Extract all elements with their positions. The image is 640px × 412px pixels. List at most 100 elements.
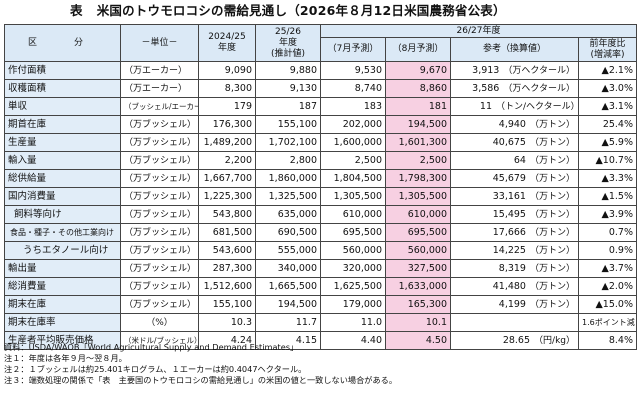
value-2024-25: 9,090 <box>198 61 256 80</box>
value-2025-26: 9,880 <box>255 61 321 80</box>
header-kubun: 区 分 <box>4 24 121 62</box>
conversion-unit: （円/kg） <box>534 335 575 346</box>
value-july-forecast: 9,530 <box>320 61 386 80</box>
header-conversion: 参考（換算値） <box>450 37 579 62</box>
conversion-unit: （トン/ヘクタール） <box>496 101 579 112</box>
value-august-forecast: 1,305,500 <box>385 187 451 206</box>
table-row: 期末在庫 （万ブッシェル） 155,100 194,500 179,000 165,300… <box>4 295 637 314</box>
header-band-row: 区 分 －単位－ 2024/25 年度 25/26 年度 (推計値) 26/27… <box>4 24 637 62</box>
table-title: 表米国のトウモロコシの需給見通し（2026年８月12日米国農務省公表） <box>70 3 506 19</box>
row-label: 食品・種子・その他工業向け <box>4 223 121 242</box>
value-2024-25: 2,200 <box>198 151 256 170</box>
value-yoy-change: ▲3.1% <box>578 97 637 116</box>
value-august-forecast: 560,000 <box>385 241 451 260</box>
row-label: 生産量 <box>4 133 121 152</box>
conversion-value: 3,586 <box>472 82 500 94</box>
value-yoy-change: 25.4% <box>578 115 637 134</box>
note-source: 資料：USDA/WAOB「World Agricultural Supply a… <box>4 342 299 352</box>
value-conversion: 40,675 （万トン） <box>450 133 579 152</box>
value-2024-25: 155,100 <box>198 295 256 314</box>
header-2025-26: 25/26 年度 (推計値) <box>255 24 321 62</box>
table-row: 生産量 （万ブッシェル） 1,489,200 1,702,100 1,600,000 1,… <box>4 133 637 152</box>
value-july-forecast: 1,600,000 <box>320 133 386 152</box>
value-august-forecast: 8,860 <box>385 79 451 98</box>
conversion-unit: （万トン） <box>529 227 575 238</box>
value-2024-25: 543,800 <box>198 205 256 224</box>
value-2025-26: 187 <box>255 97 321 116</box>
row-unit: （万ブッシェル） <box>120 133 199 152</box>
value-yoy-change: 0.7% <box>578 223 637 242</box>
value-2024-25: 176,300 <box>198 115 256 134</box>
value-july-forecast: 8,740 <box>320 79 386 98</box>
value-conversion: 3,913 （万ヘクタール） <box>450 61 579 80</box>
value-july-forecast: 320,000 <box>320 259 386 278</box>
conversion-unit: （万トン） <box>529 173 575 184</box>
header-august-forecast: （8月予測） <box>385 37 451 62</box>
conversion-value: 15,495 <box>492 208 526 220</box>
note-2: 注２：１ブッシェルは約25.401キログラム、１エーカーは約0.4047ヘクター… <box>4 364 307 374</box>
header-2026-27-band: 26/27年度 <box>320 24 637 38</box>
conversion-value: 8,319 <box>498 262 526 274</box>
row-label: 期首在庫 <box>4 115 121 134</box>
conversion-value: 45,679 <box>492 172 526 184</box>
value-august-forecast: 9,670 <box>385 61 451 80</box>
table-row: 収穫面積 （万エーカー） 8,300 9,130 8,740 8,860 3,586 （万ヘク… <box>4 79 637 98</box>
row-unit: （万ブッシェル） <box>120 115 199 134</box>
row-label: 飼料等向け <box>4 205 121 224</box>
value-conversion: 33,161 （万トン） <box>450 187 579 206</box>
value-july-forecast: 610,000 <box>320 205 386 224</box>
supply-demand-table: 区 分 －単位－ 2024/25 年度 25/26 年度 (推計値) 26/27… <box>4 24 637 350</box>
value-conversion: 41,480 （万トン） <box>450 277 579 296</box>
table-row: 国内消費量 （万ブッシェル） 1,225,300 1,325,500 1,305,500… <box>4 187 637 206</box>
conversion-value: 41,480 <box>492 280 526 292</box>
header-2024-25: 2024/25 年度 <box>198 24 256 62</box>
header-2025-26-line2: 年度 <box>278 37 297 48</box>
table-row: 食品・種子・その他工業向け （万ブッシェル） 681,500 690,500 695,5… <box>4 223 637 242</box>
value-conversion: 45,679 （万トン） <box>450 169 579 188</box>
value-yoy-change: ▲3.9% <box>578 205 637 224</box>
value-2024-25: 8,300 <box>198 79 256 98</box>
row-unit: （%） <box>120 313 199 332</box>
value-conversion: 3,586 （万ヘクタール） <box>450 79 579 98</box>
value-july-forecast: 11.0 <box>320 313 386 332</box>
value-yoy-change: 8.4% <box>578 331 637 350</box>
value-yoy-change: ▲3.0% <box>578 79 637 98</box>
row-unit: （万エーカー） <box>120 61 199 80</box>
value-2025-26: 11.7 <box>255 313 321 332</box>
value-conversion: 11 （トン/ヘクタール） <box>450 97 579 116</box>
row-label: 期末在庫 <box>4 295 121 314</box>
table-row: うちエタノール向け （万ブッシェル） 543,600 555,000 560,000 56… <box>4 241 637 260</box>
value-august-forecast: 2,500 <box>385 151 451 170</box>
value-2025-26: 1,860,000 <box>255 169 321 188</box>
conversion-value: 4,940 <box>498 118 526 130</box>
value-2025-26: 9,130 <box>255 79 321 98</box>
value-july-forecast: 183 <box>320 97 386 116</box>
row-label: 収穫面積 <box>4 79 121 98</box>
value-conversion <box>450 313 579 332</box>
note-3: 注３：端数処理の関係で「表 主要国のトウモロコシの需給見通し」の米国の値と一致し… <box>4 375 398 385</box>
value-august-forecast: 1,633,000 <box>385 277 451 296</box>
value-2024-25: 543,600 <box>198 241 256 260</box>
conversion-value: 4,199 <box>498 298 526 310</box>
header-2024-25-line1: 2024/25 <box>208 32 246 42</box>
value-conversion: 4,199 （万トン） <box>450 295 579 314</box>
value-2025-26: 635,000 <box>255 205 321 224</box>
table-row: 作付面積 （万エーカー） 9,090 9,880 9,530 9,670 3,913 （万ヘク… <box>4 61 637 80</box>
value-conversion: 17,666 （万トン） <box>450 223 579 242</box>
table-row: 総消費量 （万ブッシェル） 1,512,600 1,665,500 1,625,500 1… <box>4 277 637 296</box>
value-yoy-change: ▲2.1% <box>578 61 637 80</box>
conversion-unit: （万トン） <box>529 137 575 148</box>
value-august-forecast: 194,500 <box>385 115 451 134</box>
value-conversion: 28.65 （円/kg） <box>450 331 579 350</box>
notes: 資料：USDA/WAOB「World Agricultural Supply a… <box>4 342 636 386</box>
conversion-unit: （万トン） <box>529 281 575 292</box>
conversion-value: 40,675 <box>492 136 526 148</box>
conversion-unit: （万トン） <box>529 119 575 130</box>
value-2024-25: 287,300 <box>198 259 256 278</box>
conversion-unit: （万トン） <box>529 263 575 274</box>
header-july-forecast: （7月予測） <box>320 37 386 62</box>
row-label: うちエタノール向け <box>4 241 121 260</box>
value-yoy-change: ▲1.5% <box>578 187 637 206</box>
value-2025-26: 1,325,500 <box>255 187 321 206</box>
